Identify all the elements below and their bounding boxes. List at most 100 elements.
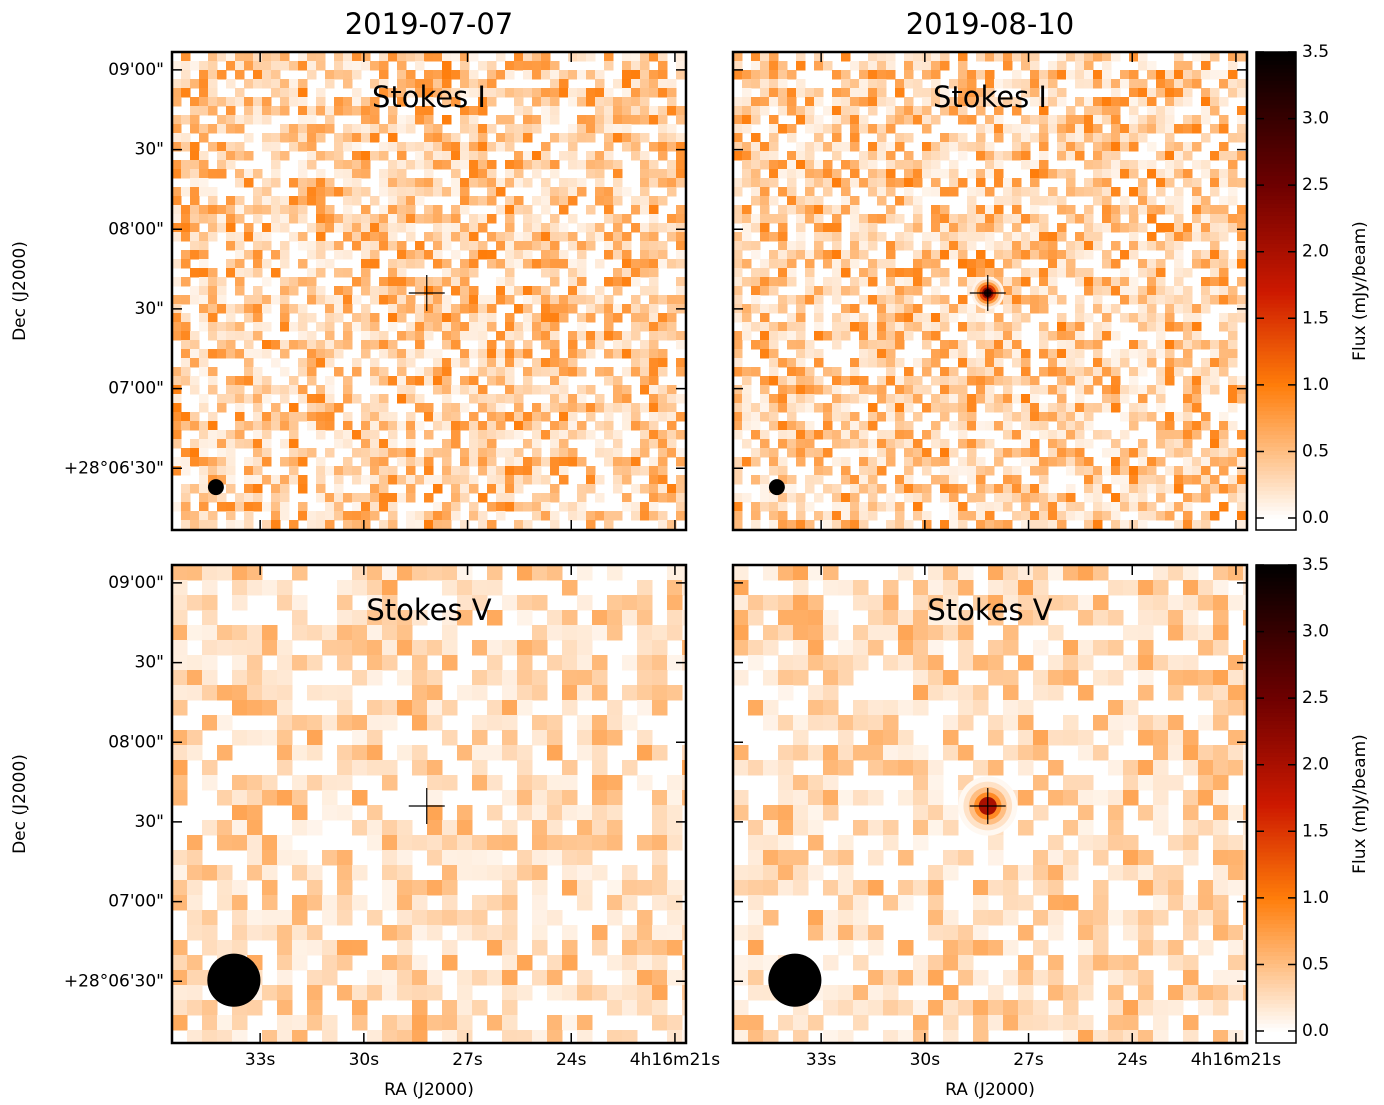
noise-texture xyxy=(478,322,488,332)
noise-texture xyxy=(322,850,338,866)
noise-texture xyxy=(976,52,986,62)
noise-texture xyxy=(904,520,914,530)
noise-texture xyxy=(1084,277,1094,287)
noise-texture xyxy=(253,313,263,323)
noise-texture xyxy=(289,430,299,440)
noise-texture xyxy=(904,295,914,305)
noise-texture xyxy=(1057,403,1067,413)
noise-texture xyxy=(904,439,914,449)
noise-texture xyxy=(604,214,614,224)
noise-texture xyxy=(244,223,254,233)
noise-texture xyxy=(1102,304,1112,314)
noise-texture xyxy=(232,655,248,671)
noise-texture xyxy=(217,322,227,332)
noise-texture xyxy=(850,178,860,188)
noise-texture xyxy=(859,475,869,485)
noise-texture xyxy=(1111,223,1121,233)
beam xyxy=(769,479,785,495)
noise-texture xyxy=(913,358,923,368)
noise-texture xyxy=(1237,511,1247,521)
noise-texture xyxy=(868,124,878,134)
noise-texture xyxy=(1012,277,1022,287)
colorbar-tick-label: 3.5 xyxy=(1302,42,1329,62)
noise-texture xyxy=(262,232,272,242)
noise-texture xyxy=(1066,331,1076,341)
noise-texture xyxy=(397,142,407,152)
noise-texture xyxy=(985,511,995,521)
noise-texture xyxy=(406,448,416,458)
noise-texture xyxy=(667,214,677,224)
noise-texture xyxy=(190,178,200,188)
noise-texture xyxy=(280,277,290,287)
noise-texture xyxy=(232,895,248,911)
noise-texture xyxy=(976,178,986,188)
noise-texture xyxy=(262,880,278,896)
noise-texture xyxy=(640,169,650,179)
noise-texture xyxy=(541,358,551,368)
noise-texture xyxy=(823,61,833,71)
noise-texture xyxy=(1237,394,1247,404)
noise-texture xyxy=(253,493,263,503)
noise-texture xyxy=(592,790,608,806)
noise-texture xyxy=(562,685,578,701)
noise-texture xyxy=(667,625,683,641)
noise-texture xyxy=(406,457,416,467)
noise-texture xyxy=(1048,79,1058,89)
noise-texture xyxy=(271,61,281,71)
noise-texture xyxy=(397,61,407,71)
noise-texture xyxy=(1192,322,1202,332)
noise-texture xyxy=(1129,205,1139,215)
noise-texture xyxy=(505,394,515,404)
noise-texture xyxy=(631,349,641,359)
noise-texture xyxy=(1075,241,1085,251)
noise-texture xyxy=(505,232,515,242)
noise-texture xyxy=(1219,115,1229,125)
noise-texture xyxy=(742,88,752,98)
noise-texture xyxy=(1147,322,1157,332)
noise-texture xyxy=(388,142,398,152)
noise-texture xyxy=(190,169,200,179)
noise-texture xyxy=(1147,196,1157,206)
noise-texture xyxy=(559,70,569,80)
noise-texture xyxy=(637,580,653,596)
noise-texture xyxy=(226,304,236,314)
noise-texture xyxy=(1084,367,1094,377)
noise-texture xyxy=(1111,286,1121,296)
noise-texture xyxy=(208,430,218,440)
noise-texture xyxy=(397,241,407,251)
noise-texture xyxy=(226,61,236,71)
noise-texture xyxy=(814,511,824,521)
colorbar-cell xyxy=(1256,168,1296,173)
noise-texture xyxy=(370,322,380,332)
noise-texture xyxy=(1156,268,1166,278)
noise-texture xyxy=(244,151,254,161)
noise-texture xyxy=(370,502,380,512)
noise-texture xyxy=(976,214,986,224)
noise-texture xyxy=(532,223,542,233)
noise-texture xyxy=(1111,511,1121,521)
noise-texture xyxy=(547,820,563,836)
noise-texture xyxy=(415,241,425,251)
noise-texture xyxy=(940,52,950,62)
noise-texture xyxy=(1210,124,1220,134)
noise-texture xyxy=(1138,160,1148,170)
noise-texture xyxy=(1237,88,1247,98)
noise-texture xyxy=(1138,484,1148,494)
noise-texture xyxy=(604,106,614,116)
noise-texture xyxy=(1057,97,1067,107)
noise-texture xyxy=(1156,106,1166,116)
noise-texture xyxy=(1138,79,1148,89)
noise-texture xyxy=(859,439,869,449)
noise-texture xyxy=(1210,52,1220,62)
noise-texture xyxy=(676,259,686,269)
noise-texture xyxy=(334,160,344,170)
noise-texture xyxy=(958,484,968,494)
noise-texture xyxy=(379,187,389,197)
noise-texture xyxy=(307,133,317,143)
noise-texture xyxy=(334,97,344,107)
noise-texture xyxy=(658,241,668,251)
noise-texture xyxy=(667,385,677,395)
noise-texture xyxy=(1030,295,1040,305)
noise-texture xyxy=(388,502,398,512)
noise-texture xyxy=(361,511,371,521)
